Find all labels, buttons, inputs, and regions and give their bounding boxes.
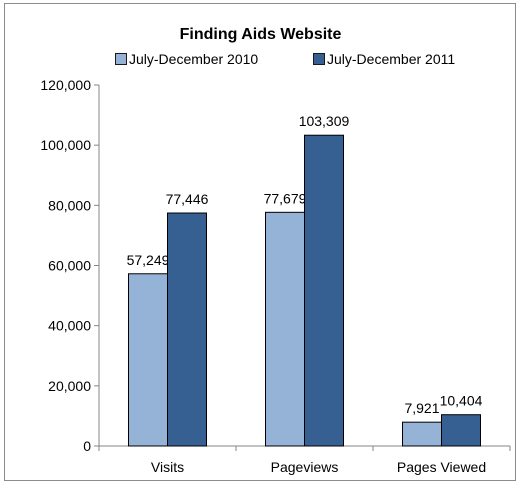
bar	[128, 273, 168, 447]
data-label: 7,921	[404, 400, 439, 416]
legend-swatch-2010	[115, 53, 127, 65]
data-label: 57,249	[127, 252, 170, 268]
y-tick-label: 80,000	[48, 197, 91, 213]
legend-label-2010: July-December 2010	[129, 51, 259, 67]
data-label: 77,446	[166, 191, 209, 207]
y-tick-label: 60,000	[48, 258, 91, 274]
chart-frame	[4, 3, 516, 481]
data-label: 77,679	[264, 190, 307, 206]
y-tick-label: 40,000	[48, 318, 91, 334]
y-tick-label: 0	[83, 438, 91, 454]
data-label: 103,309	[299, 113, 350, 129]
bar	[167, 212, 207, 447]
bar	[402, 421, 442, 447]
bar	[265, 211, 305, 447]
bar	[304, 134, 344, 447]
y-tick-label: 120,000	[40, 77, 91, 93]
chart-title: Finding Aids Website	[179, 26, 342, 43]
legend-item-2010: July-December 2010	[115, 51, 258, 67]
legend-swatch-2011	[313, 53, 325, 65]
data-label: 10,404	[440, 393, 483, 409]
bar	[441, 414, 481, 447]
y-tick-label: 100,000	[40, 137, 91, 153]
y-tick-label: 20,000	[48, 378, 91, 394]
x-tick-label: Pageviews	[271, 459, 339, 475]
legend-label-2011: July-December 2011	[327, 51, 456, 67]
x-tick-label: Visits	[151, 459, 184, 475]
x-tick-label: Pages Viewed	[397, 459, 486, 475]
legend-item-2011: July-December 2011	[313, 51, 455, 67]
